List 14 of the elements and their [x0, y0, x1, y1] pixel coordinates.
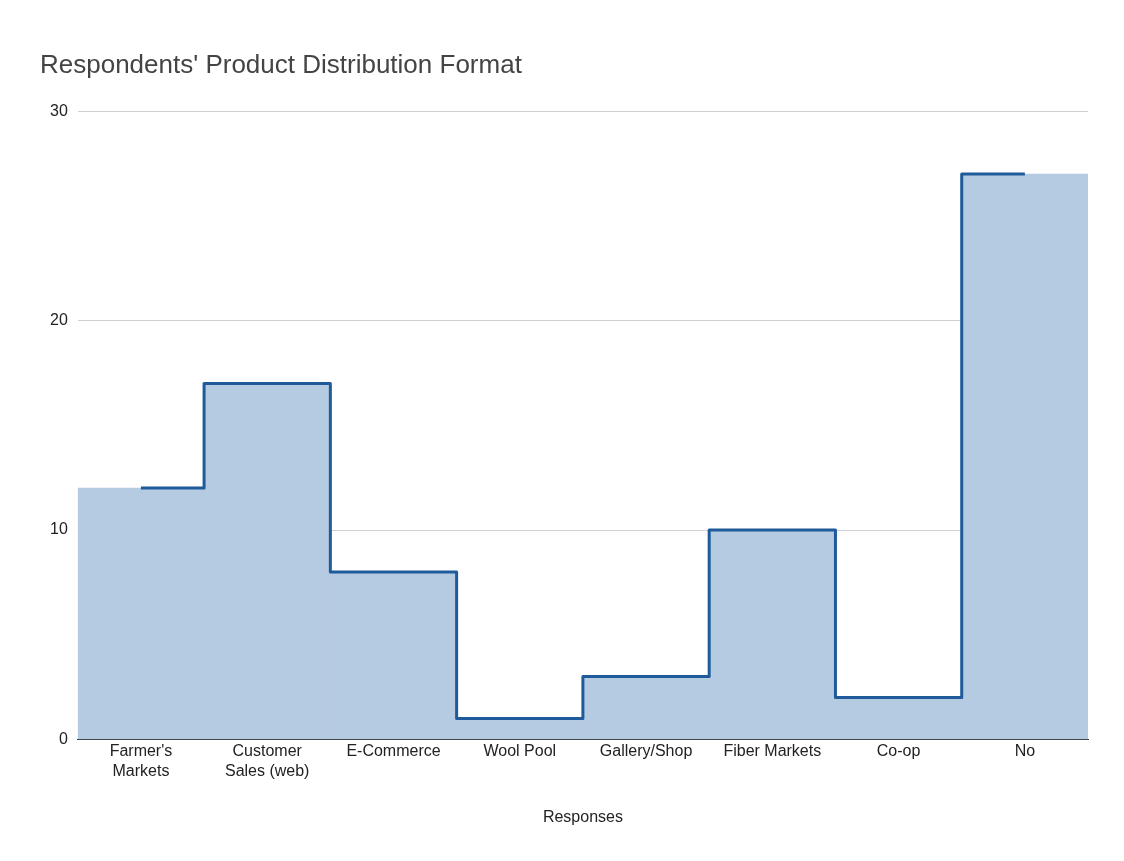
x-tick-label: Gallery/Shop [599, 742, 693, 760]
x-tick-label: Wool Pool [483, 742, 557, 760]
x-tick-label: E-Commerce [346, 742, 441, 760]
y-tick-label: 10 [50, 520, 68, 538]
x-tick-label: Co-op [876, 742, 921, 760]
x-tick-label: Customer Sales (web) [224, 742, 310, 779]
x-tick-label: No [1014, 742, 1036, 760]
chart-title: Respondents' Product Distribution Format [40, 48, 523, 79]
x-axis-title: Responses [542, 807, 623, 825]
x-tick-label: Farmer's Markets [109, 742, 173, 779]
y-tick-label: 30 [50, 101, 68, 119]
y-tick-label: 0 [58, 729, 68, 747]
x-tick-label: Fiber Markets [723, 742, 822, 760]
y-tick-label: 20 [50, 311, 68, 329]
